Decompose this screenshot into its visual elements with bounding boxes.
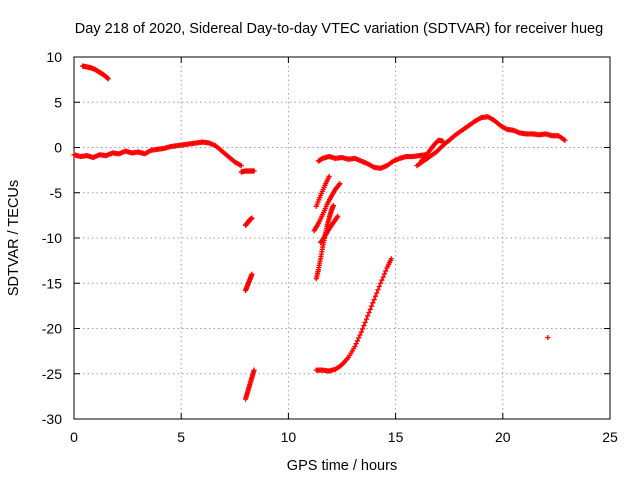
data-point	[365, 313, 371, 319]
data-point	[372, 293, 379, 299]
x-tick-label: 25	[602, 429, 618, 445]
data-point	[354, 338, 361, 344]
data-point	[335, 213, 341, 219]
x-tick-label: 0	[70, 429, 78, 445]
data-point	[383, 268, 389, 274]
data-point	[370, 300, 376, 306]
series-layer	[71, 63, 568, 402]
data-point	[358, 329, 364, 335]
ticks: 0 5 10 15 20 25 -30 -25 -20 -15 -10 -5 0 5 10	[42, 49, 618, 445]
x-tick-label: 15	[388, 429, 404, 445]
x-tick-label: 20	[495, 429, 511, 445]
data-point	[368, 303, 375, 309]
data-point	[367, 306, 373, 312]
data-point	[545, 334, 551, 341]
data-point	[380, 274, 386, 280]
data-point	[379, 277, 385, 283]
x-tick-label: 10	[281, 429, 297, 445]
grid	[74, 57, 610, 419]
series-arc-morning-tail	[238, 168, 257, 175]
y-tick-label: -10	[42, 230, 62, 246]
series-arc-evening	[414, 114, 568, 169]
data-point	[376, 283, 382, 290]
series-arc-low	[313, 256, 394, 374]
y-tick-label: -20	[42, 321, 62, 337]
series-arc-evening-b	[418, 137, 446, 164]
x-axis-title: GPS time / hours	[287, 458, 397, 474]
series-arc-dip-a	[242, 215, 255, 228]
data-point	[249, 271, 255, 277]
y-axis-title: SDTVAR / TECUs	[6, 180, 22, 296]
data-point	[330, 202, 337, 209]
data-point	[357, 332, 363, 338]
data-point	[251, 168, 257, 174]
data-point	[440, 138, 446, 144]
data-point	[361, 323, 367, 329]
x-tick-label: 5	[177, 429, 185, 445]
series-arc-main-morning	[71, 139, 244, 169]
data-point	[371, 296, 377, 303]
y-tick-label: -25	[42, 366, 62, 382]
chart-title: Day 218 of 2020, Sidereal Day-to-day VTE…	[75, 21, 603, 37]
data-point	[353, 341, 359, 347]
data-point	[381, 271, 388, 277]
data-point	[249, 215, 255, 221]
data-point	[105, 76, 111, 82]
y-tick-label: -15	[42, 275, 62, 291]
data-point	[356, 335, 362, 341]
y-tick-label: 5	[54, 94, 62, 110]
series-arc-dip-b	[242, 271, 255, 294]
data-point	[337, 181, 343, 187]
series-arc-dip-c	[242, 367, 257, 402]
series-arc-top-left	[79, 63, 111, 82]
series-arc-rise-c	[317, 213, 341, 246]
data-point	[375, 287, 381, 293]
y-tick-label: -5	[50, 185, 63, 201]
data-point	[562, 137, 568, 143]
y-tick-label: 0	[54, 140, 62, 156]
data-point	[363, 316, 370, 322]
data-point	[362, 319, 368, 325]
series-arc-main-afternoon	[315, 152, 429, 171]
data-point	[388, 256, 394, 262]
data-point	[251, 367, 257, 373]
data-point	[104, 75, 111, 81]
data-point	[238, 163, 244, 169]
y-tick-label: 10	[46, 49, 62, 65]
series-arc-isolated	[545, 334, 551, 341]
data-point	[374, 290, 380, 296]
data-point	[352, 344, 358, 350]
data-point	[377, 280, 384, 286]
data-point	[359, 326, 366, 332]
data-point	[366, 309, 372, 316]
series-arc-rise-d	[313, 173, 332, 209]
series-arc-rise-b	[311, 181, 343, 234]
y-tick-label: -30	[42, 411, 62, 427]
data-point	[326, 173, 332, 180]
